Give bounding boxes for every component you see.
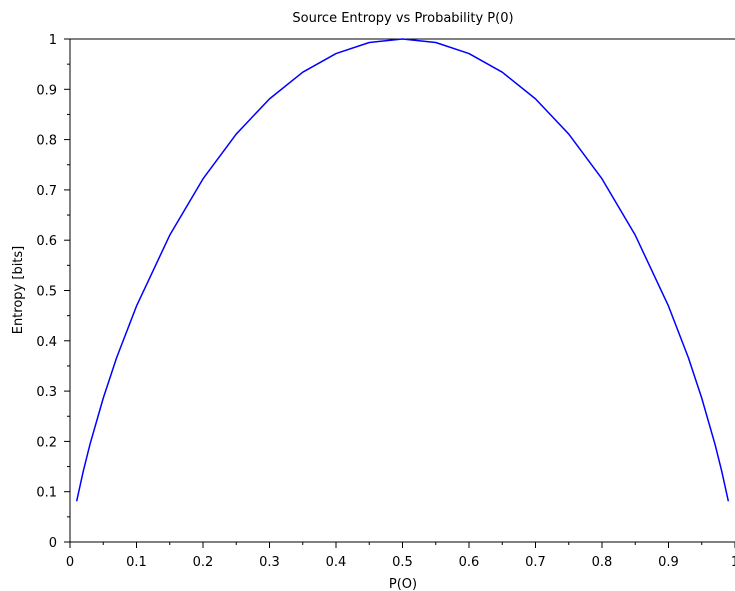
x-tick-label: 0.6 bbox=[459, 555, 480, 570]
y-tick-label: 0.4 bbox=[36, 335, 57, 350]
entropy-curve-line bbox=[75, 38, 730, 502]
chart-title: Source Entropy vs Probability P(0) bbox=[292, 11, 513, 26]
y-tick-label: 0.7 bbox=[36, 184, 57, 199]
x-tick-label: 0.5 bbox=[392, 555, 413, 570]
x-tick-label: 0.1 bbox=[126, 555, 147, 570]
y-tick-label: 0.2 bbox=[36, 435, 57, 450]
y-tick-label: 0.6 bbox=[36, 234, 57, 249]
y-axis-title: Entropy [bits] bbox=[11, 246, 26, 335]
x-tick-label: 0.7 bbox=[525, 555, 546, 570]
x-tick-label: 0.4 bbox=[326, 555, 347, 570]
x-tick-label: 0.8 bbox=[592, 555, 613, 570]
x-tick-label: 0.3 bbox=[259, 555, 280, 570]
ticks-layer: 0 0.1 0.2 0.3 0.4 0.5 0.6 0.7 0.8 0.9 1 0 0.1 0.2 0.3 0… bbox=[36, 33, 735, 570]
y-tick-label: 0.1 bbox=[36, 486, 57, 501]
x-tick-label: 0.2 bbox=[193, 555, 214, 570]
y-tick-label: 0.3 bbox=[36, 385, 57, 400]
y-tick-label: 0.9 bbox=[36, 83, 57, 98]
axes-layer bbox=[69, 38, 735, 543]
y-tick-label: 1 bbox=[49, 33, 57, 48]
y-tick-label: 0.5 bbox=[36, 285, 57, 300]
x-axis-title: P(O) bbox=[389, 577, 417, 591]
x-tick-label: 0 bbox=[66, 555, 74, 570]
x-tick-label: 0.9 bbox=[658, 555, 679, 570]
x-tick-label: 1 bbox=[731, 555, 735, 570]
series-layer bbox=[75, 38, 730, 502]
y-tick-label: 0.8 bbox=[36, 134, 57, 149]
y-tick-label: 0 bbox=[49, 536, 57, 551]
